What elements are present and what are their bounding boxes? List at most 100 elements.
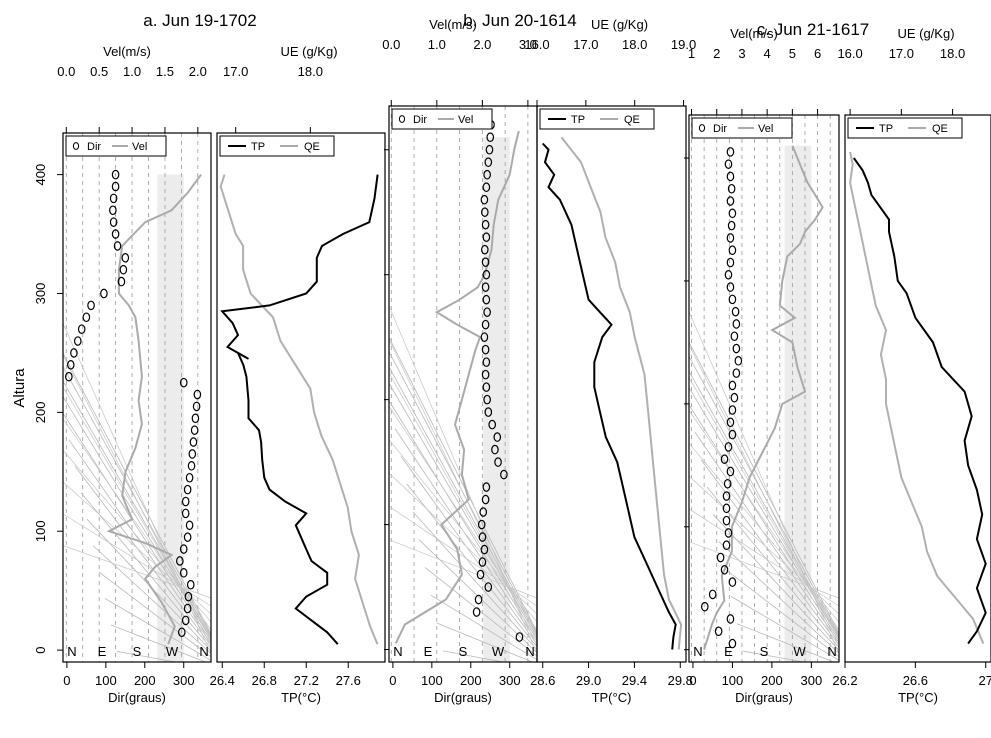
dir-point <box>708 589 717 600</box>
reference-line <box>63 352 211 635</box>
legend-tp-label: TP <box>251 141 265 153</box>
panel-b: b. Jun 20-1614 N E S W N Dir Vel 0 100 200 300 Dir(g… <box>382 11 696 705</box>
thermo-frame <box>844 114 991 663</box>
compass-label: E <box>724 644 733 659</box>
compass-label: N <box>393 644 402 659</box>
reference-line <box>689 541 839 599</box>
legend-dir-label: Dir <box>87 141 101 153</box>
reference-line <box>104 598 211 661</box>
legend-dir-marker <box>698 124 706 132</box>
dir-point <box>716 552 725 563</box>
dir-point <box>179 568 188 578</box>
legend-qe-label: QE <box>932 123 948 135</box>
dir-point <box>119 264 128 275</box>
dir-tick-label: 100 <box>421 673 443 688</box>
ue-tick-label: 16.0 <box>837 46 862 61</box>
dir-point <box>726 196 735 206</box>
qe-series-line <box>849 151 985 644</box>
panel-title: a. Jun 19-1702 <box>143 11 256 30</box>
dir-point <box>734 356 743 366</box>
dir-point <box>726 171 735 182</box>
dir-point <box>486 132 495 143</box>
dir-point <box>109 217 118 227</box>
vel-tick-label: 0.0 <box>382 37 400 52</box>
dir-point <box>179 377 188 388</box>
dir-point <box>732 343 741 354</box>
dir-point <box>488 419 497 430</box>
ue-axis-label: UE (g/Kg) <box>280 44 337 59</box>
reference-line <box>68 439 211 645</box>
dir-point <box>482 269 491 280</box>
ue-axis-label: UE (g/Kg) <box>591 17 648 32</box>
vel-tick-label: 1.0 <box>428 37 446 52</box>
tp-tick-label: 29.4 <box>622 673 647 688</box>
legend-dir-marker <box>398 115 406 123</box>
dir-point <box>728 208 737 219</box>
dir-point <box>724 528 733 538</box>
panel-title: c. Jun 21-1617 <box>757 20 869 39</box>
reference-line <box>418 539 537 654</box>
tp-tick-label: 26.8 <box>252 673 277 688</box>
dirvel-legend: Dir Vel <box>65 135 167 157</box>
dir-point <box>482 182 491 193</box>
dir-point <box>482 482 491 492</box>
dir-point <box>726 282 735 292</box>
dir-point <box>111 181 120 192</box>
dir-point <box>187 461 196 471</box>
compass-label: N <box>199 644 208 659</box>
reference-line <box>63 380 211 639</box>
dir-point <box>485 144 494 155</box>
dir-point <box>481 207 489 218</box>
dir-point <box>726 417 735 428</box>
dir-point <box>723 478 732 489</box>
reference-line <box>689 410 839 631</box>
compass-label: W <box>793 644 806 659</box>
dir-tick-label: 300 <box>801 673 823 688</box>
vel-tick-label: 4 <box>764 46 771 61</box>
vel-axis-label: Vel(m/s) <box>103 44 151 59</box>
dir-point <box>480 194 489 205</box>
compass-label: E <box>98 644 107 659</box>
legend-box <box>847 117 963 139</box>
reference-line <box>389 472 537 615</box>
dir-point <box>730 331 739 342</box>
ue-tick-label: 17.0 <box>573 37 598 52</box>
dir-point <box>82 312 91 323</box>
tp-axis-label: TP(°C) <box>898 690 938 705</box>
dir-point <box>185 472 194 483</box>
tp-series-line <box>541 142 677 650</box>
vel-tick-label: 2 <box>713 46 720 61</box>
thermo-plot-area <box>541 136 683 650</box>
altura-tick-label: 100 <box>33 520 48 542</box>
altura-tick-label: 200 <box>33 402 48 424</box>
tp-axis-label: TP(°C) <box>281 690 321 705</box>
dir-point <box>726 466 735 477</box>
reference-line <box>689 404 839 642</box>
vel-tick-label: 0.5 <box>90 64 108 79</box>
dir-point <box>491 444 499 455</box>
dir-point <box>478 557 487 567</box>
dir-axis-label: Dir(graus) <box>108 690 166 705</box>
reference-line <box>689 508 839 607</box>
compass-label: N <box>67 644 76 659</box>
thermo-plot: TP QE 26.2 26.6 27 TP(°C) 16.0 17.0 18.0 UE (g/Kg… <box>832 26 991 705</box>
reference-line <box>389 336 537 634</box>
reference-line <box>689 475 839 615</box>
dir-axis-label: Dir(graus) <box>434 690 492 705</box>
vel-series-line <box>106 174 202 645</box>
dir-point <box>478 532 487 542</box>
vel-axis-label: Vel(m/s) <box>730 26 778 41</box>
dirvel-plot: N E S W N Dir Vel 0 100 200 300 Dir(graus) 1 2 3 4 5 6 Vel… <box>688 26 840 705</box>
panel-title: b. Jun 20-1614 <box>463 11 576 30</box>
legend-tp-label: TP <box>571 114 585 126</box>
ue-tick-label: 19.0 <box>671 37 696 52</box>
reference-line <box>92 545 211 655</box>
vel-tick-label: 2.0 <box>189 64 207 79</box>
dir-point <box>186 579 195 590</box>
tp-tick-label: 26.6 <box>903 673 928 688</box>
panel-a: a. Jun 19-1702 N E S W N Dir Vel 0 100 200 300 Dir(g… <box>57 11 386 705</box>
dir-point <box>111 229 120 239</box>
dir-tick-label: 200 <box>134 673 156 688</box>
reference-line <box>689 311 839 655</box>
altura-tick-label: 300 <box>33 283 48 305</box>
